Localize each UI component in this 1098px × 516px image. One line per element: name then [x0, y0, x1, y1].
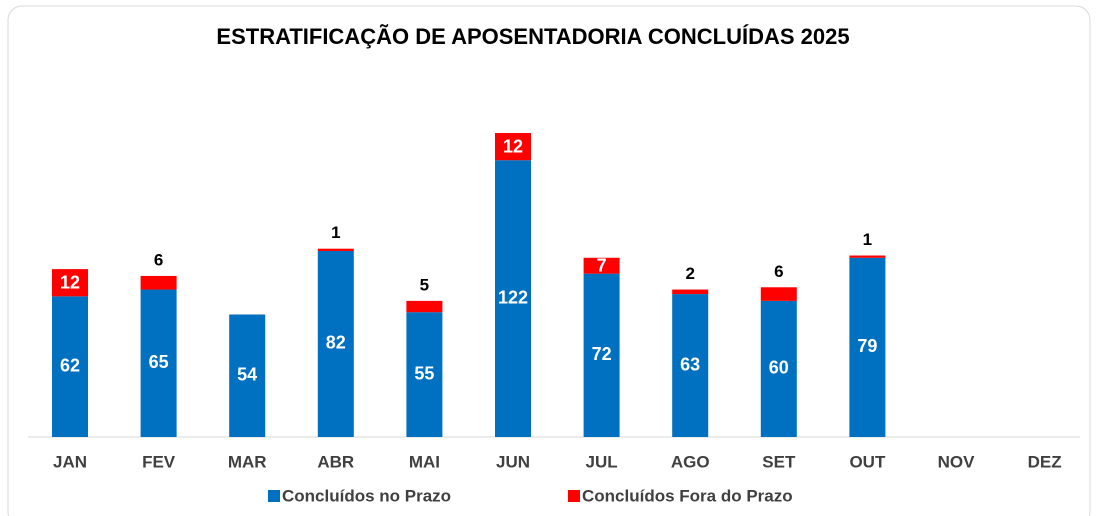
- data-label: 122: [498, 287, 528, 307]
- bar-segment: [229, 314, 266, 437]
- data-label: 60: [769, 358, 789, 378]
- bar-segment: [495, 133, 531, 161]
- bar-segment: [140, 289, 177, 437]
- bar-segment: [52, 296, 88, 437]
- x-tick-label: DEZ: [1028, 452, 1062, 471]
- data-label: 7: [597, 255, 607, 275]
- bar-segment: [140, 275, 177, 290]
- bar-segment: [849, 257, 886, 437]
- bar-segment: [583, 273, 620, 437]
- data-label: 1: [331, 223, 340, 242]
- x-tick-label: MAR: [228, 452, 267, 471]
- bar-segment: [317, 248, 354, 251]
- data-label: 12: [503, 136, 523, 156]
- bar-segment: [672, 294, 709, 437]
- legend-swatch: [268, 490, 280, 502]
- x-tick-label: ABR: [317, 452, 354, 471]
- legend-label: Concluídos no Prazo: [282, 486, 451, 505]
- legend-label: Concluídos Fora do Prazo: [582, 486, 793, 505]
- data-label: 79: [857, 336, 877, 356]
- x-tick-label: NOV: [938, 452, 976, 471]
- x-tick-label: OUT: [849, 452, 886, 471]
- bar-segment: [495, 160, 531, 437]
- x-tick-label: SET: [762, 452, 796, 471]
- data-label: 54: [237, 364, 257, 384]
- chart-title: ESTRATIFICAÇÃO DE APOSENTADORIA CONCLUÍD…: [216, 24, 849, 49]
- bar-segment: [583, 257, 620, 274]
- data-label: 5: [420, 275, 429, 294]
- bar-segment: [406, 312, 443, 437]
- bar-segment: [672, 289, 709, 295]
- data-label: 1: [863, 230, 872, 249]
- bar-segment: [849, 255, 886, 258]
- x-tick-label: JAN: [53, 452, 87, 471]
- data-label: 2: [685, 264, 694, 283]
- x-tick-label: FEV: [142, 452, 176, 471]
- data-label: 72: [592, 344, 612, 364]
- data-label: 55: [414, 363, 434, 383]
- x-tick-label: JUN: [496, 452, 530, 471]
- data-label: 12: [60, 272, 80, 292]
- x-tick-label: AGO: [671, 452, 710, 471]
- data-label: 82: [326, 333, 346, 353]
- x-tick-label: JUL: [586, 452, 618, 471]
- bar-segment: [317, 250, 354, 437]
- bar-segment: [760, 300, 797, 437]
- chart-frame: [7, 5, 1091, 516]
- data-label: 65: [149, 352, 169, 372]
- x-tick-label: MAI: [409, 452, 440, 471]
- bar-segment: [406, 300, 443, 313]
- legend-swatch: [568, 490, 580, 502]
- bar-segment: [760, 287, 797, 301]
- bar-segment: [52, 269, 88, 297]
- data-label: 6: [774, 262, 783, 281]
- data-label: 62: [60, 355, 80, 375]
- data-label: 6: [154, 250, 163, 269]
- data-label: 63: [680, 354, 700, 374]
